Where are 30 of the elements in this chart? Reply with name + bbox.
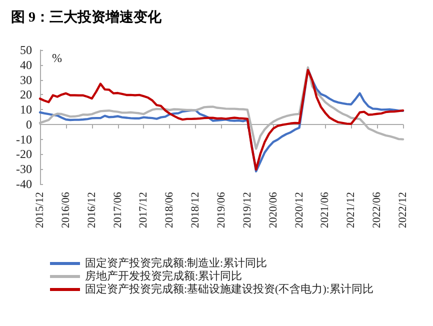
legend-label: 固定资产投资完成额:基础设施建设投资(不含电力):累计同比 xyxy=(85,282,374,296)
y-axis-title: % xyxy=(52,51,62,65)
x-tick-label: 2022/06 xyxy=(371,192,384,228)
y-tick-label: -30 xyxy=(16,162,32,176)
x-tick-label: 2022/12 xyxy=(397,192,409,228)
chart-title: 图 9：三大投资增速变化 xyxy=(11,8,162,26)
y-tick-label: 50 xyxy=(20,43,32,57)
x-tick-label: 2015/12 xyxy=(34,192,46,228)
x-tick-label: 2020/06 xyxy=(267,192,280,228)
y-tick-label: 40 xyxy=(20,58,32,72)
x-tick-label: 2019/06 xyxy=(216,192,228,228)
x-tick-label: 2017/06 xyxy=(112,192,124,228)
y-tick-label: 30 xyxy=(20,72,32,87)
x-tick-label: 2016/06 xyxy=(60,192,72,228)
y-tick-label: 10 xyxy=(20,102,32,117)
x-tick-label: 2018/12 xyxy=(190,192,202,228)
x-tick-label: 2018/06 xyxy=(164,192,176,228)
legend-label: 房地产开发投资完成额:累计同比 xyxy=(85,270,242,282)
x-tick-label: 2021/06 xyxy=(319,192,332,228)
x-tick-label: 2021/12 xyxy=(345,192,358,228)
y-tick-label: 0 xyxy=(26,117,32,132)
x-tick-label: 2020/12 xyxy=(293,192,306,228)
legend-label: 固定资产投资完成额:制造业:累计同比 xyxy=(85,256,268,270)
x-tick-label: 2019/12 xyxy=(241,192,254,228)
y-tick-label: 20 xyxy=(20,88,32,102)
x-tick-label: 2017/12 xyxy=(138,192,150,228)
y-tick-label: -20 xyxy=(16,147,32,162)
y-tick-label: -10 xyxy=(16,132,32,146)
x-tick-label: 2016/12 xyxy=(86,192,98,228)
y-tick-label: -40 xyxy=(16,177,32,191)
